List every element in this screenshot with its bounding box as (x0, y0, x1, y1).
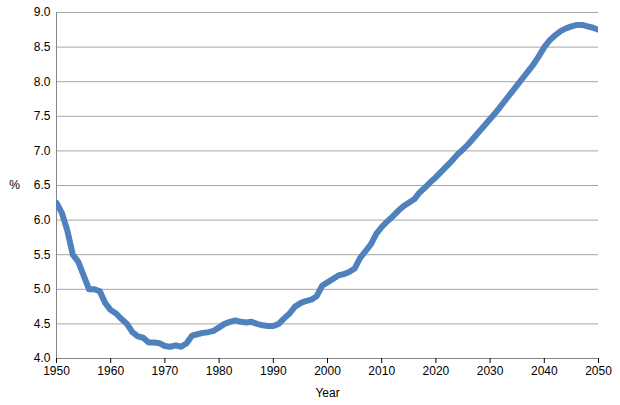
svg-text:6.5: 6.5 (34, 178, 51, 192)
svg-text:7.5: 7.5 (34, 109, 51, 123)
svg-text:2020: 2020 (423, 364, 450, 378)
svg-text:2050: 2050 (585, 364, 612, 378)
svg-text:%: % (9, 178, 20, 192)
svg-text:2000: 2000 (314, 364, 341, 378)
svg-text:1950: 1950 (43, 364, 70, 378)
svg-text:1990: 1990 (260, 364, 287, 378)
svg-text:2040: 2040 (531, 364, 558, 378)
svg-text:5.5: 5.5 (34, 248, 51, 262)
svg-text:1970: 1970 (152, 364, 179, 378)
svg-text:2010: 2010 (368, 364, 395, 378)
svg-text:6.0: 6.0 (34, 213, 51, 227)
svg-text:7.0: 7.0 (34, 144, 51, 158)
svg-text:5.0: 5.0 (34, 282, 51, 296)
svg-text:Year: Year (315, 386, 339, 400)
svg-text:8.0: 8.0 (34, 75, 51, 89)
svg-text:9.0: 9.0 (34, 5, 51, 19)
svg-text:1980: 1980 (206, 364, 233, 378)
svg-text:2030: 2030 (477, 364, 504, 378)
svg-text:1960: 1960 (97, 364, 124, 378)
svg-text:8.5: 8.5 (34, 40, 51, 54)
svg-text:4.0: 4.0 (33, 351, 51, 366)
svg-text:4.5: 4.5 (34, 317, 51, 331)
